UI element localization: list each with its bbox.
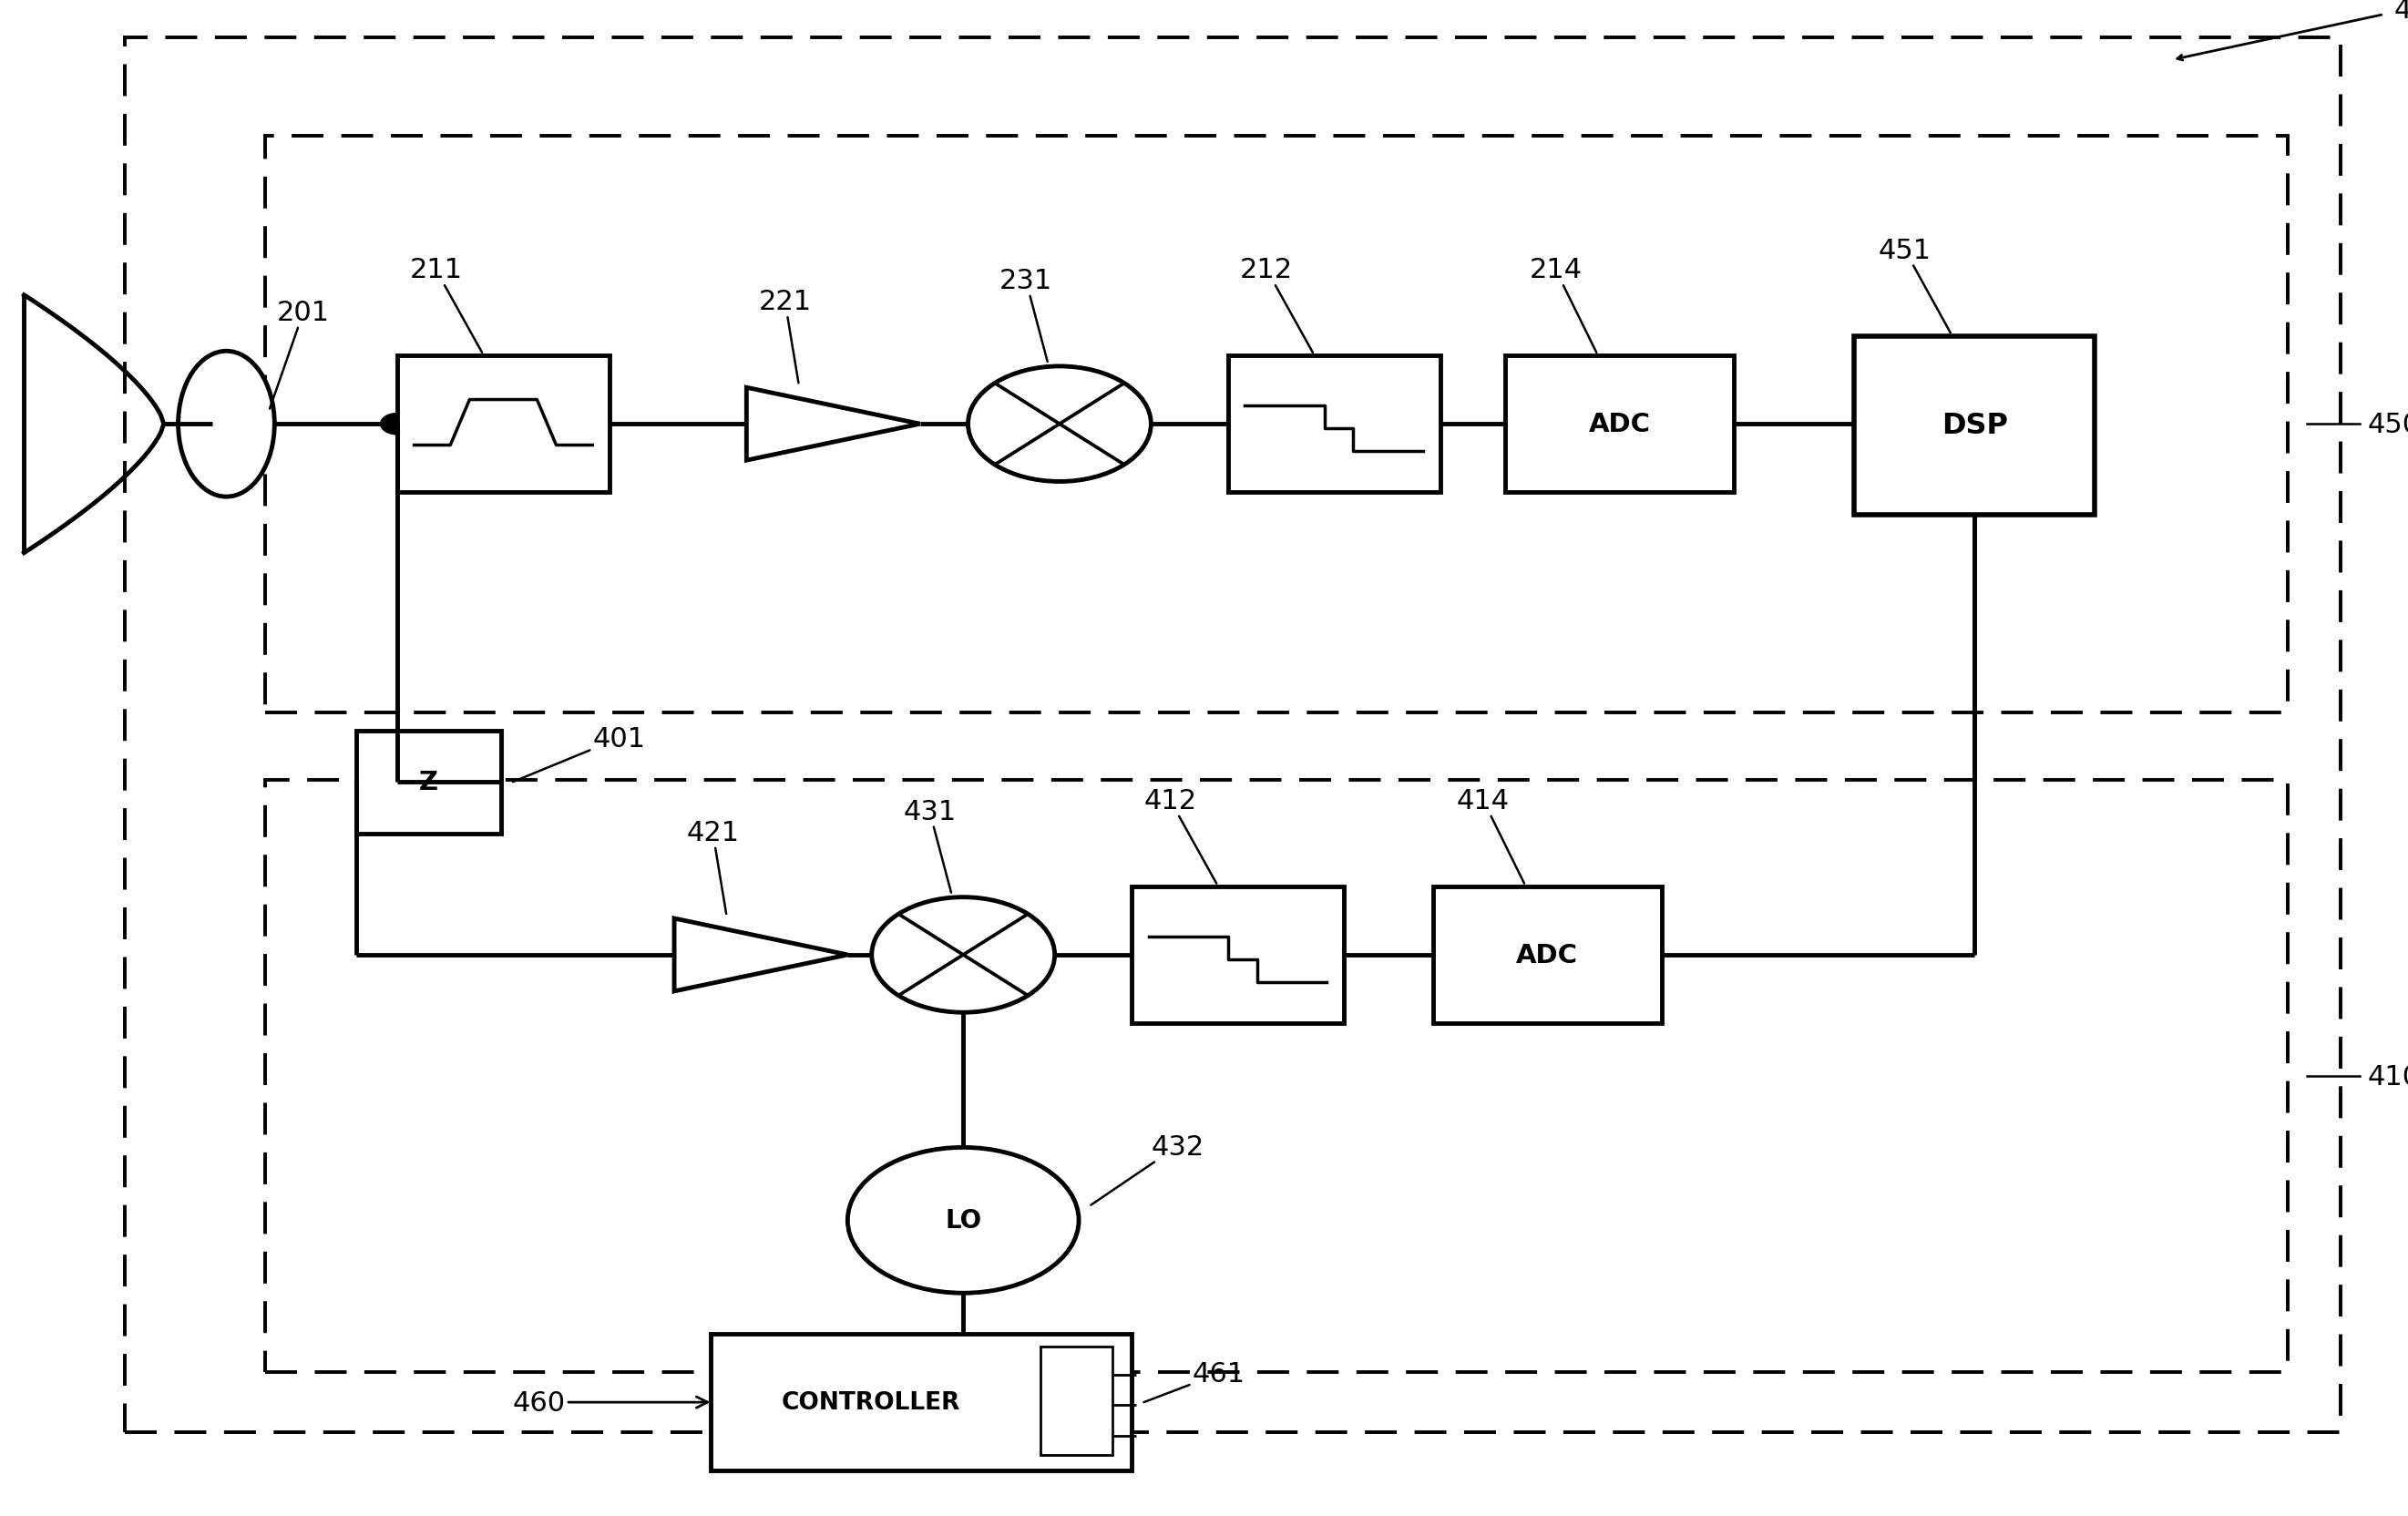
Text: ADC: ADC [1589, 412, 1649, 437]
Bar [710, 1334, 1132, 1471]
Text: CONTROLLER: CONTROLLER [780, 1390, 961, 1414]
Text: 451: 451 [1878, 238, 1950, 334]
Text: 432: 432 [1091, 1134, 1204, 1205]
Bar [1505, 356, 1734, 493]
Text: 461: 461 [1144, 1361, 1245, 1402]
Polygon shape [746, 388, 920, 461]
Text: 421: 421 [686, 820, 739, 914]
Text: DSP: DSP [1941, 412, 2008, 440]
Text: LO: LO [944, 1208, 982, 1233]
Text: 401: 401 [513, 726, 645, 782]
Text: 211: 211 [409, 258, 482, 353]
Text: 212: 212 [1240, 258, 1312, 353]
Text: 201: 201 [270, 300, 330, 409]
Circle shape [848, 1148, 1079, 1293]
Text: 221: 221 [759, 290, 811, 384]
Bar [1132, 887, 1344, 1023]
Bar [265, 136, 2288, 713]
Circle shape [380, 414, 414, 435]
Circle shape [872, 897, 1055, 1013]
Text: 450: 450 [2367, 411, 2408, 438]
Polygon shape [674, 919, 848, 991]
Text: 400: 400 [2394, 0, 2408, 24]
Bar [1854, 337, 2095, 515]
Ellipse shape [178, 352, 275, 497]
Bar [265, 781, 2288, 1372]
Text: 460: 460 [513, 1389, 708, 1416]
Circle shape [968, 367, 1151, 482]
Bar [1433, 887, 1662, 1023]
Bar [1040, 1346, 1112, 1455]
Text: Z: Z [419, 770, 438, 794]
Text: 410: 410 [2367, 1063, 2408, 1090]
Text: 214: 214 [1529, 258, 1597, 353]
Bar [397, 356, 609, 493]
Text: 412: 412 [1144, 788, 1216, 884]
Bar [1228, 356, 1440, 493]
Text: 414: 414 [1457, 788, 1524, 884]
Text: 431: 431 [903, 799, 956, 893]
Text: ADC: ADC [1517, 943, 1577, 967]
Bar [356, 731, 501, 834]
Text: 231: 231 [999, 268, 1052, 362]
